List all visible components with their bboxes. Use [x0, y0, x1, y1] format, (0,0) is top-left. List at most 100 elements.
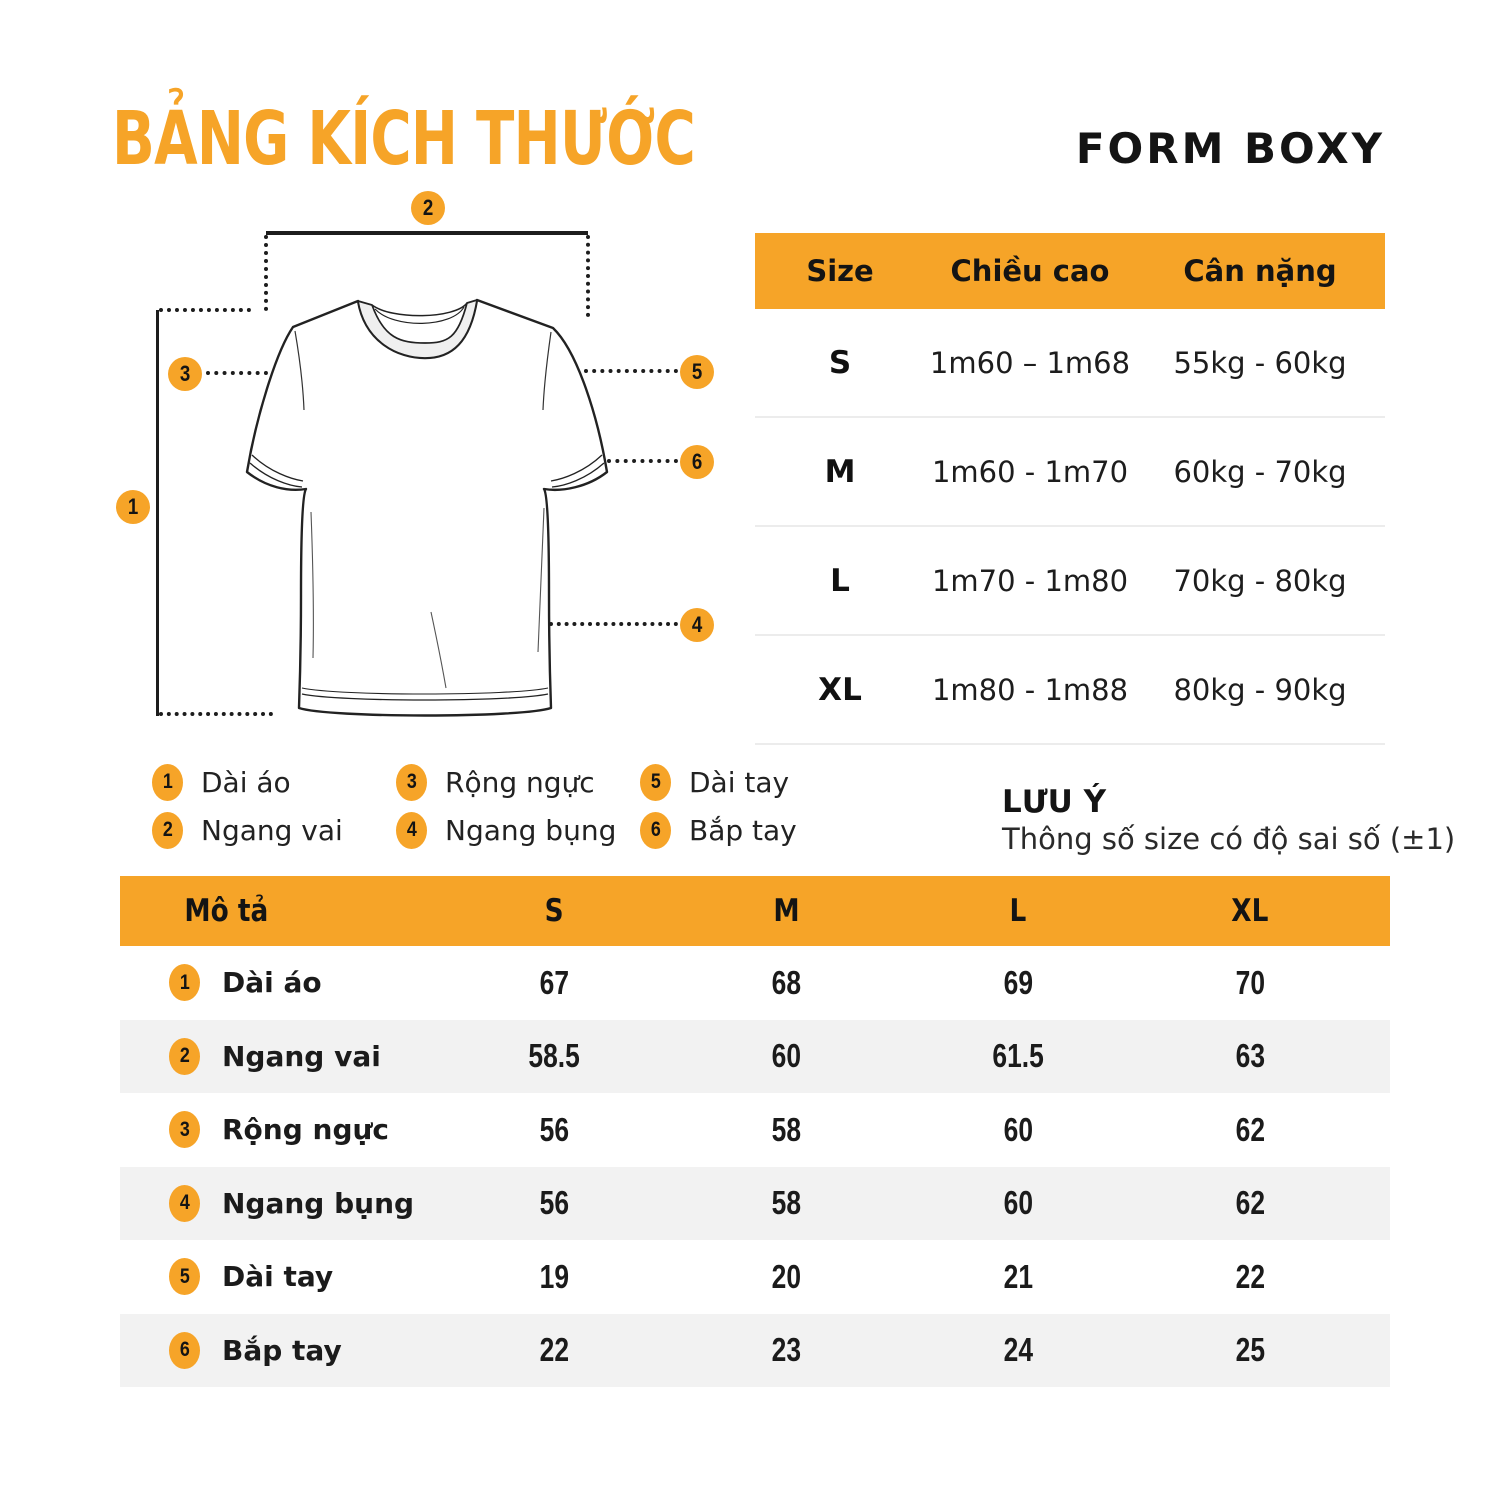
measure-table: Mô tả S M L XL 1 Dài áo 67 68 69 70 2 Ng… [120, 876, 1390, 1387]
chest-dotted-line [206, 371, 268, 375]
legend-badge-4: 4 [396, 811, 427, 849]
page-title: BẢNG KÍCH THƯỚC [112, 96, 696, 182]
collar-band [357, 299, 478, 359]
legend-badge-3: 3 [396, 763, 427, 801]
measure-table-body: 1 Dài áo 67 68 69 70 2 Ngang vai 58.5 60… [120, 946, 1390, 1387]
left-sleeve-hem-line-2 [249, 462, 303, 488]
length-bracket-line [156, 310, 159, 716]
value-m: 23 [771, 1331, 801, 1369]
legend-number: 5 [650, 770, 661, 793]
legend-label: Ngang vai [201, 813, 343, 847]
legend-item-3: 3 Rộng ngực [396, 763, 595, 801]
legend-number: 1 [162, 770, 173, 793]
marker-1-number: 1 [127, 494, 139, 519]
legend-badge-2: 2 [152, 811, 183, 849]
height-cell: 1m60 - 1m70 [931, 454, 1129, 489]
row-header: 2 Ngang vai [120, 1037, 438, 1075]
legend-item-5: 5 Dài tay [640, 763, 789, 801]
row-header: 5 Dài tay [120, 1258, 438, 1296]
left-armhole-line [294, 330, 305, 411]
legend-item-4: 4 Ngang bụng [396, 811, 616, 849]
row-label: Bắp tay [222, 1333, 342, 1367]
row-badge: 3 [169, 1111, 200, 1149]
right-sleeve-hem-line-2 [551, 462, 605, 488]
value-l: 61.5 [992, 1037, 1044, 1075]
length-top-dotted [159, 308, 251, 312]
length-bottom-dotted [159, 712, 273, 716]
table-row-dai-tay: 5 Dài tay 19 20 21 22 [120, 1240, 1390, 1314]
height-header-cell: Chiều cao [950, 254, 1110, 288]
marker-3-number: 3 [179, 361, 191, 386]
table-row-ngang-vai: 2 Ngang vai 58.5 60 61.5 63 [120, 1019, 1390, 1093]
marker-5-number: 5 [691, 359, 703, 384]
value-l: 69 [1003, 963, 1033, 1001]
marker-6-number: 6 [691, 449, 703, 474]
legend-label: Bắp tay [689, 813, 797, 847]
legend-number: 4 [406, 818, 417, 841]
value-xl: 25 [1235, 1331, 1265, 1369]
height-cell: 1m70 - 1m80 [931, 563, 1129, 598]
hem-line-2 [301, 687, 549, 695]
size-table: Size Chiều cao Cân nặng S 1m60 – 1m68 55… [755, 233, 1385, 745]
l-header-cell: L [1009, 893, 1027, 929]
table-row-dai-ao: 1 Dài áo 67 68 69 70 [120, 946, 1390, 1020]
row-badge: 4 [169, 1184, 200, 1222]
bicep-dotted-line [607, 459, 678, 463]
marker-4: 4 [680, 608, 714, 642]
legend-badge-6: 6 [640, 811, 671, 849]
size-table-header: Size Chiều cao Cân nặng [755, 233, 1385, 309]
measure-table-header: Mô tả S M L XL [120, 876, 1390, 946]
value-s: 56 [539, 1110, 569, 1148]
value-l: 60 [1003, 1184, 1033, 1222]
legend-number: 6 [650, 818, 661, 841]
legend-number: 3 [406, 770, 417, 793]
table-row-ngang-bung: 4 Ngang bụng 56 58 60 62 [120, 1166, 1390, 1240]
legend-item-1: 1 Dài áo [152, 763, 291, 801]
value-xl: 70 [1235, 963, 1265, 1001]
row-header: 1 Dài áo [120, 964, 438, 1002]
table-row-rong-nguc: 3 Rộng ngực 56 58 60 62 [120, 1093, 1390, 1167]
row-label: Rộng ngực [222, 1113, 390, 1147]
weight-cell: 70kg - 80kg [1173, 563, 1347, 598]
tshirt-diagram [245, 298, 609, 717]
wrinkle-line [430, 611, 447, 689]
legend-label: Rộng ngực [445, 765, 595, 799]
waist-dotted-line [549, 622, 678, 626]
value-s: 56 [539, 1184, 569, 1222]
row-badge: 2 [169, 1037, 200, 1075]
marker-3: 3 [168, 357, 202, 391]
right-sleeve-hem-line [550, 454, 603, 482]
size-cell: XL [818, 671, 862, 708]
legend-badge-5: 5 [640, 763, 671, 801]
row-header: 6 Bắp tay [120, 1331, 438, 1369]
legend-number: 2 [162, 818, 173, 841]
weight-cell: 80kg - 90kg [1173, 672, 1347, 707]
shoulder-width-bracket-line [266, 231, 588, 235]
size-cell: S [828, 344, 852, 381]
row-badge: 6 [169, 1331, 200, 1369]
weight-cell: 55kg - 60kg [1173, 345, 1347, 380]
size-cell: M [824, 453, 856, 490]
row-label: Dài áo [222, 966, 322, 1000]
legend-item-2: 2 Ngang vai [152, 811, 343, 849]
shoulder-bracket-left-dotted [264, 235, 268, 311]
row-badge: 1 [169, 964, 200, 1002]
row-header: 4 Ngang bụng [120, 1184, 438, 1222]
size-row-l: L 1m70 - 1m80 70kg - 80kg [755, 527, 1385, 636]
value-xl: 22 [1235, 1257, 1265, 1295]
value-m: 58 [771, 1184, 801, 1222]
legend-badge-1: 1 [152, 763, 183, 801]
weight-header-cell: Cân nặng [1183, 254, 1337, 288]
note-title: LƯU Ý [1002, 784, 1107, 820]
left-sleeve-hem-line [251, 454, 304, 482]
size-row-m: M 1m60 - 1m70 60kg - 70kg [755, 418, 1385, 527]
height-cell: 1m60 – 1m68 [929, 345, 1131, 380]
value-l: 24 [1003, 1331, 1033, 1369]
row-label: Ngang vai [222, 1039, 381, 1073]
tshirt-outline [245, 298, 609, 717]
back-collar-line [371, 302, 468, 317]
value-xl: 63 [1235, 1037, 1265, 1075]
sleeve-length-dotted-line [584, 369, 678, 373]
marker-5: 5 [680, 355, 714, 389]
